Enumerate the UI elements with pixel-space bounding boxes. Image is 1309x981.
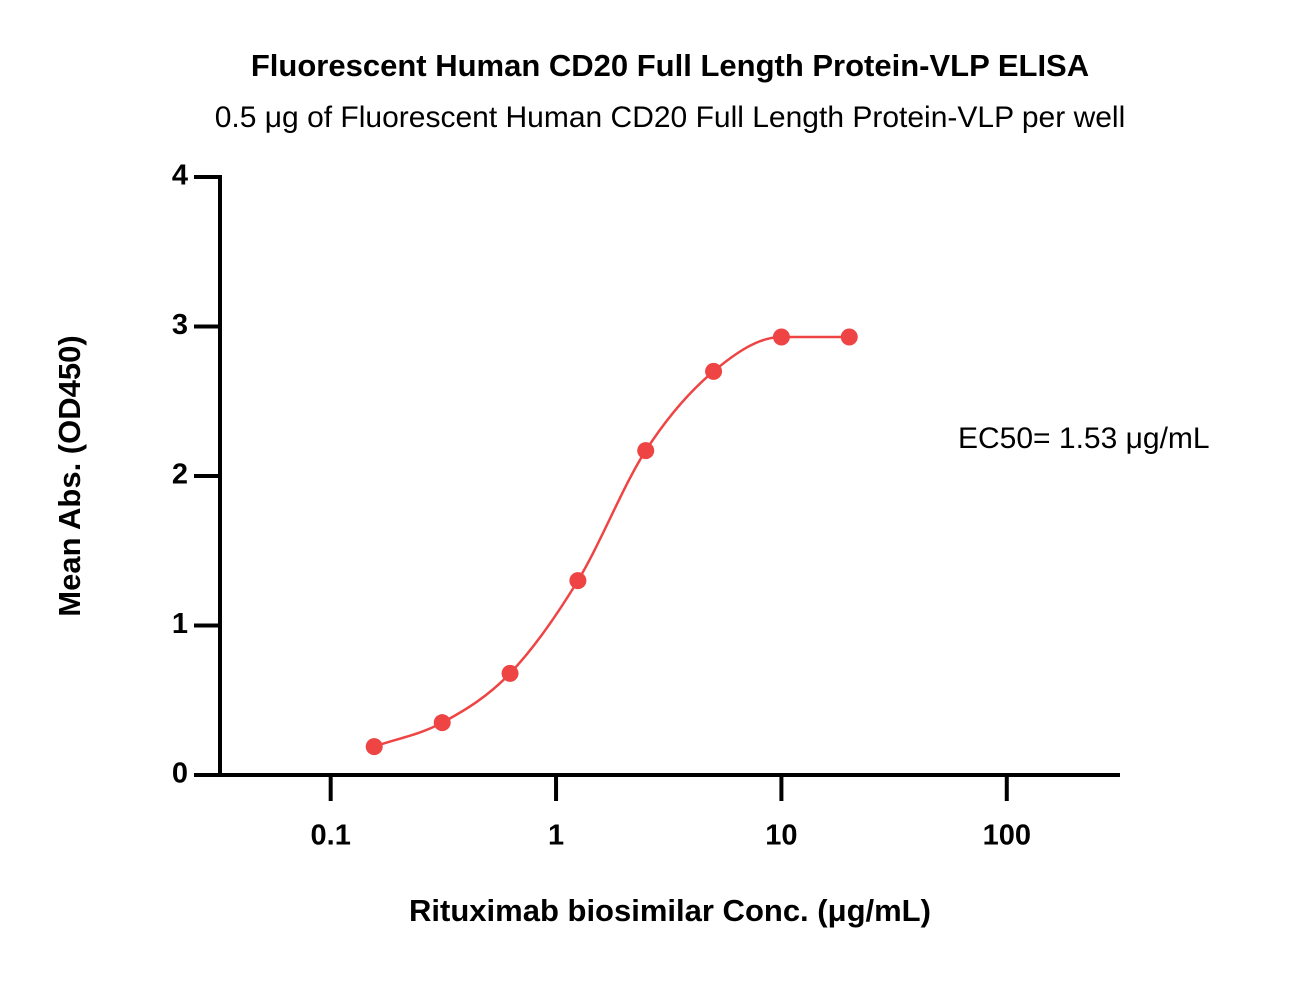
chart-title: Fluorescent Human CD20 Full Length Prote…: [251, 48, 1089, 83]
fit-curve: [373, 335, 850, 748]
y-tick-label: 0: [172, 758, 188, 790]
x-tick-label: 1: [548, 820, 564, 852]
y-tick-label: 3: [172, 309, 188, 341]
data-point: [433, 714, 451, 732]
data-point: [705, 362, 723, 380]
data-point: [772, 328, 790, 346]
data-point: [365, 738, 383, 756]
x-axis-label: Rituximab biosimilar Conc. (μg/mL): [409, 893, 931, 928]
x-tick-label: 10: [765, 820, 797, 852]
data-point: [637, 442, 655, 460]
y-tick-label: 4: [172, 160, 188, 192]
data-point: [501, 664, 519, 682]
annotation: EC50= 1.53 μg/mL: [958, 422, 1210, 455]
data-point: [569, 572, 587, 590]
x-tick-label: 0.1: [311, 820, 351, 852]
x-tick-label: 100: [983, 820, 1031, 852]
y-axis-label: Mean Abs. (OD450): [52, 335, 87, 616]
data-point: [840, 328, 858, 346]
y-tick-label: 1: [172, 608, 188, 640]
y-tick-label: 2: [172, 459, 188, 491]
chart-subtitle: 0.5 μg of Fluorescent Human CD20 Full Le…: [215, 101, 1126, 134]
